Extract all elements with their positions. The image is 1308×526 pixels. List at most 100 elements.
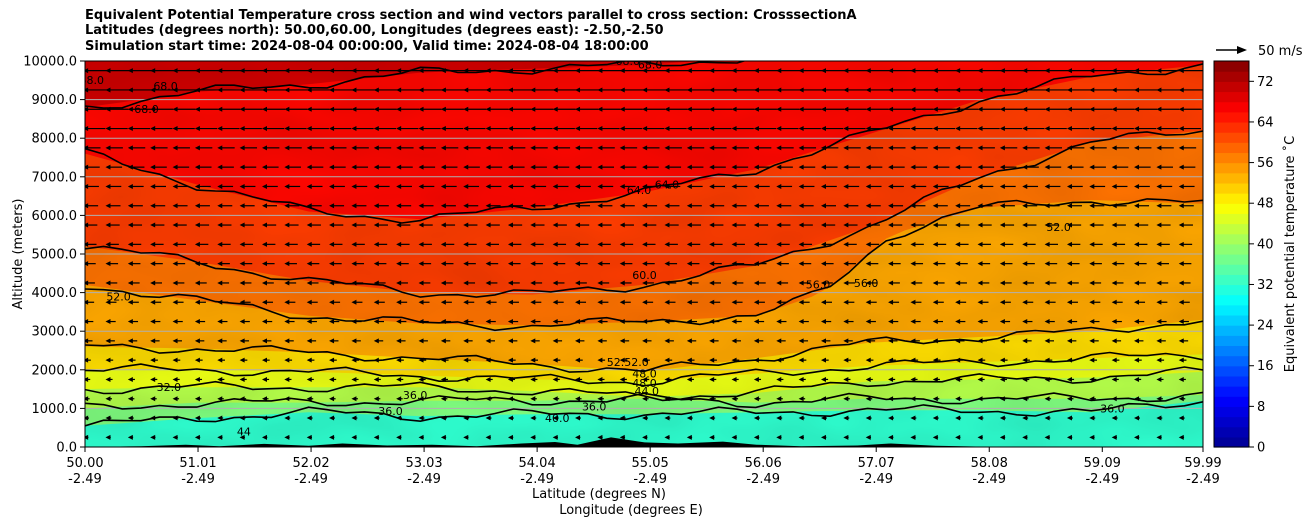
contour-label: 40.0 <box>545 412 570 425</box>
x-tick-label-lat: 51.01 <box>179 456 216 471</box>
colorbar-band <box>1214 193 1249 204</box>
y-tick-label: 6000.0 <box>32 209 78 224</box>
colorbar-band <box>1214 172 1249 184</box>
y-axis: 0.0 1000.0 2000.0 3000.0 4000.0 5000.0 6000.0 7… <box>23 55 85 456</box>
colorbar-band <box>1214 436 1249 448</box>
contour-label: 60.0 <box>632 269 657 282</box>
x-tick-label-lat: 56.06 <box>745 456 782 471</box>
colorbar-band <box>1214 203 1249 214</box>
colorbar-tick-label: 8 <box>1257 400 1265 415</box>
colorbar-band <box>1214 304 1249 316</box>
colorbar: 0 8 16 24 32 40 48 56 64 72 <box>1213 60 1274 456</box>
x-tick-label-lon: -2.49 <box>520 472 554 487</box>
contour-label: 52.0 <box>106 290 131 303</box>
x-tick-label-lat: 59.09 <box>1084 456 1121 471</box>
colorbar-band <box>1214 91 1249 103</box>
colorbar-band <box>1214 243 1249 255</box>
x-tick-label-lon: -2.49 <box>1186 472 1220 487</box>
colorbar-band <box>1214 61 1249 72</box>
y-tick-label: 5000.0 <box>32 248 78 263</box>
contour-label: 68.0 <box>616 55 641 68</box>
colorbar-tick-label: 72 <box>1257 75 1274 90</box>
colorbar-band <box>1214 121 1249 133</box>
colorbar-tick-label: 56 <box>1257 156 1274 171</box>
x-tick-label-lat: 54.04 <box>519 456 556 471</box>
x-tick-label-lat: 50.00 <box>66 456 103 471</box>
x-tick-label-lat: 57.07 <box>858 456 895 471</box>
colorbar-band <box>1214 396 1249 407</box>
plot-area: 68.068.068.068.068.064.0 64.060.052.052.0… <box>79 55 1203 447</box>
chart-title-line-2: Latitudes (degrees north): 50.00,60.00, … <box>85 23 664 38</box>
colorbar-band <box>1214 213 1249 225</box>
y-tick-label: 10000.0 <box>23 55 77 70</box>
contour-label: 56.0 <box>854 277 879 290</box>
x-tick-label-lon: -2.49 <box>407 472 441 487</box>
colorbar-band <box>1214 426 1249 438</box>
colorbar-band <box>1214 142 1249 154</box>
colorbar-band <box>1214 314 1249 326</box>
y-tick-label: 7000.0 <box>32 170 78 185</box>
colorbar-band <box>1214 355 1249 367</box>
colorbar-band <box>1214 223 1249 235</box>
contour-label: 32.0 <box>157 381 182 394</box>
colorbar-tick-label: 40 <box>1257 237 1274 252</box>
colorbar-band <box>1214 182 1249 194</box>
colorbar-band <box>1214 254 1249 265</box>
colorbar-band <box>1214 375 1249 387</box>
colorbar-tick-label: 24 <box>1257 319 1274 334</box>
y-tick-label: 4000.0 <box>32 286 78 301</box>
x-tick-label-lat: 52.02 <box>292 456 329 471</box>
colorbar-band <box>1214 325 1249 336</box>
colorbar-band <box>1214 101 1249 113</box>
chart-title-line-3: Simulation start time: 2024-08-04 00:00:… <box>85 39 649 54</box>
x-tick-label-lat: 55.05 <box>632 456 669 471</box>
contour-label: 52.0 <box>1046 221 1071 234</box>
y-tick-label: 0.0 <box>56 441 77 456</box>
colorbar-band <box>1214 152 1249 164</box>
colorbar-band <box>1214 284 1249 296</box>
colorbar-band <box>1214 264 1249 275</box>
colorbar-tick-label: 48 <box>1257 197 1274 212</box>
x-tick-label-lon: -2.49 <box>68 472 102 487</box>
contour-label: 52.52.0 <box>607 356 649 369</box>
contour-label: 36.0 <box>582 400 607 413</box>
colorbar-band <box>1214 81 1249 93</box>
chart-title-line-1: Equivalent Potential Temperature cross s… <box>85 8 857 23</box>
contour-label: 36.0 <box>378 405 403 418</box>
colorbar-band <box>1214 345 1249 357</box>
contour-label: 68.0 <box>134 103 159 116</box>
x-tick-label-lon: -2.49 <box>181 472 215 487</box>
colorbar-tick-label: 32 <box>1257 278 1274 293</box>
quiver-key-label: 50 m/s <box>1258 44 1303 59</box>
x-tick-label-lon: -2.49 <box>972 472 1006 487</box>
x-tick-label-lon: -2.49 <box>746 472 780 487</box>
horizontal-gridlines <box>85 99 1203 409</box>
contour-label: 44.0 <box>635 385 660 398</box>
colorbar-band <box>1214 335 1249 347</box>
colorbar-label: Equivalent potential temperature ˚C <box>1282 136 1298 372</box>
y-tick-label: 1000.0 <box>32 402 78 417</box>
colorbar-band <box>1214 294 1249 306</box>
contour-label: 36.0 <box>403 389 428 402</box>
contour-label: 36.0 <box>1100 402 1125 415</box>
x-axis: 50.00-2.4951.01-2.4952.02-2.4953.03-2.49… <box>66 447 1222 487</box>
colorbar-band <box>1214 71 1249 82</box>
colorbar-band <box>1214 386 1249 397</box>
contour-label: 56.0 <box>806 279 831 292</box>
colorbar-band <box>1214 274 1249 286</box>
y-axis-label: Altitude (meters) <box>11 199 26 310</box>
y-tick-label: 8000.0 <box>32 132 78 147</box>
x-axis-label-2: Longitude (degrees E) <box>559 503 703 518</box>
x-tick-label-lat: 58.08 <box>971 456 1008 471</box>
x-axis-label: Latitude (degrees N) <box>532 487 666 502</box>
contour-label: 44 <box>237 425 251 438</box>
wind-vectors <box>85 68 1203 440</box>
contour-label: 64.0 <box>627 184 652 197</box>
colorbar-band <box>1214 416 1249 428</box>
contour-label: 68.0 <box>153 80 178 93</box>
colorbar-band <box>1214 132 1249 143</box>
colorbar-band <box>1214 406 1249 418</box>
contour-label: 68.0 <box>79 74 104 87</box>
x-tick-label-lon: -2.49 <box>294 472 328 487</box>
